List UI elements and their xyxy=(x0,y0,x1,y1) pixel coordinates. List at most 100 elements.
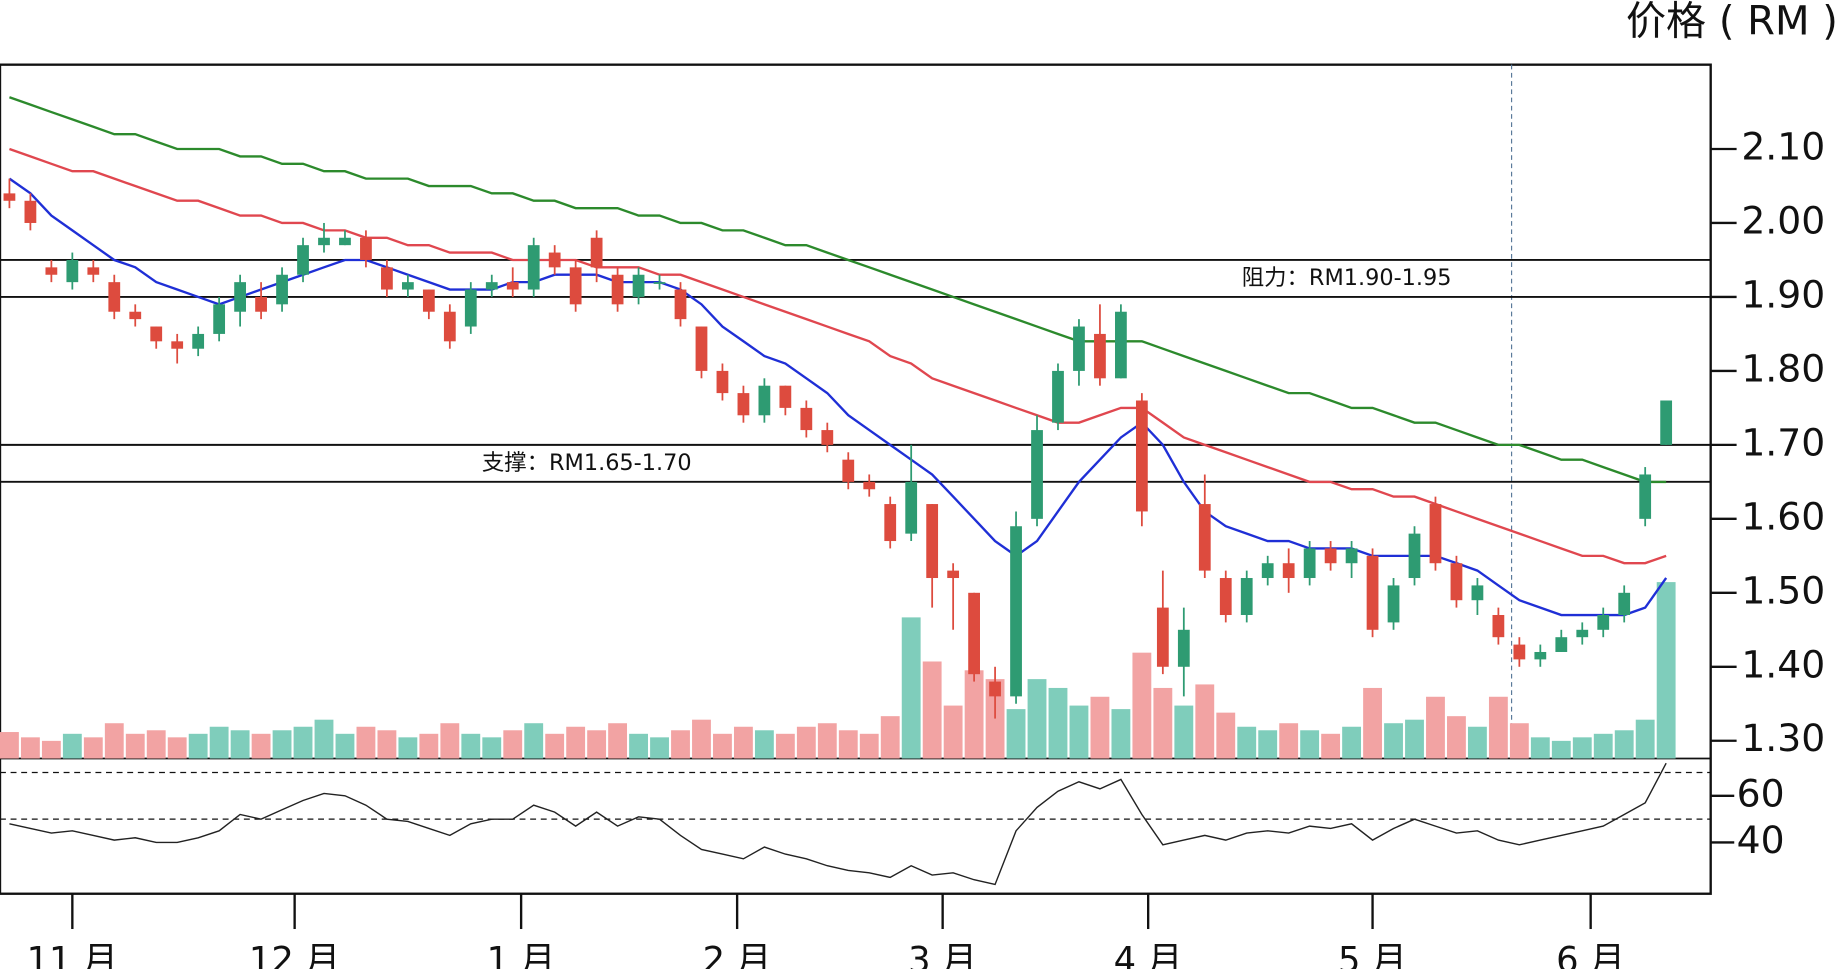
volume-bar xyxy=(1384,723,1403,759)
candle-body xyxy=(758,385,771,416)
candle-body xyxy=(485,282,498,290)
x-tick-label: 6 月 xyxy=(1556,940,1625,969)
volume-bar xyxy=(1237,726,1257,759)
y-tick-label: 1.40 xyxy=(1741,642,1825,686)
annotation: 支撑：RM1.65-1.70 xyxy=(482,450,692,476)
candle-body xyxy=(443,311,456,342)
candle-body xyxy=(1198,504,1211,571)
volume-bar xyxy=(335,733,355,759)
candle-body xyxy=(1576,629,1589,638)
volume-bar xyxy=(775,733,795,759)
volume-bar xyxy=(419,733,439,759)
candle-body xyxy=(1492,615,1505,638)
candle-body xyxy=(234,282,246,312)
volume-bar xyxy=(1530,737,1550,759)
volume-bar xyxy=(1132,652,1152,759)
candle-body xyxy=(129,311,142,320)
volume-bar xyxy=(1174,705,1194,759)
volume-bar xyxy=(1279,723,1299,759)
candle-body xyxy=(800,407,813,431)
volume-bar xyxy=(314,719,334,759)
volume-bar xyxy=(1048,687,1068,759)
candle-body xyxy=(45,267,58,275)
volume-bar xyxy=(629,733,648,759)
volume-bar xyxy=(964,670,984,759)
candle-body xyxy=(1639,474,1652,519)
volume-bar xyxy=(1551,740,1571,759)
x-tick-label: 5 月 xyxy=(1338,940,1407,969)
volume-bar xyxy=(1614,730,1634,759)
candle-body xyxy=(1534,651,1547,660)
candle-body xyxy=(674,289,687,320)
volume-bar xyxy=(922,661,942,759)
volume-bar xyxy=(817,723,837,759)
candle-body xyxy=(1450,563,1463,601)
volume-bar xyxy=(1090,696,1110,759)
volume-bar xyxy=(608,723,628,759)
candle-body xyxy=(947,570,960,579)
volume-bar xyxy=(545,733,565,759)
volume-bar xyxy=(293,726,313,759)
rsi-tick-label: 60 xyxy=(1737,771,1785,815)
volume-bar xyxy=(671,730,690,759)
volume-bar xyxy=(1153,687,1173,759)
candle-body xyxy=(1513,644,1526,660)
rsi-tick-label: 40 xyxy=(1737,818,1785,862)
volume-bar xyxy=(1509,723,1529,759)
volume-bar xyxy=(1321,733,1341,759)
candle-body xyxy=(989,681,1001,697)
moving-average xyxy=(9,147,1667,565)
candle-body xyxy=(360,237,372,260)
candle-body xyxy=(842,459,855,482)
candle-body xyxy=(1261,563,1274,579)
candle-body xyxy=(1429,504,1442,564)
candle-body xyxy=(716,370,729,394)
volume-bar xyxy=(859,733,879,759)
candle-body xyxy=(506,282,519,290)
volume-bar xyxy=(1006,709,1026,759)
volume-bar xyxy=(146,730,166,759)
candle-body xyxy=(1031,430,1043,519)
candle-body xyxy=(1387,585,1400,623)
candle-body xyxy=(464,289,477,327)
volume-bar xyxy=(1572,737,1592,759)
candle-body xyxy=(318,237,330,246)
annotation: 阻力：RM1.90-1.95 xyxy=(1242,265,1452,291)
candle-body xyxy=(1408,533,1421,579)
y-tick-label: 1.50 xyxy=(1741,568,1825,612)
volume-bar xyxy=(1656,582,1676,759)
volume-bar xyxy=(838,730,858,759)
candle-body xyxy=(1345,548,1358,564)
candle-body xyxy=(1282,563,1295,579)
candle-body xyxy=(863,481,876,490)
volume-bar xyxy=(83,737,103,759)
candle-body xyxy=(1660,400,1673,445)
volume-bar xyxy=(1363,687,1382,759)
x-tick-label: 2 月 xyxy=(703,940,772,969)
candle-body xyxy=(1618,592,1631,616)
volume-bar xyxy=(1195,684,1215,759)
candle-body xyxy=(1052,370,1064,423)
candle-body xyxy=(1324,548,1337,564)
volume-bar xyxy=(943,705,963,759)
candle-body xyxy=(1010,526,1022,697)
y-tick-label: 1.80 xyxy=(1741,346,1825,390)
y-tick-label: 2.10 xyxy=(1741,125,1825,169)
candle-body xyxy=(171,341,184,349)
candle-body xyxy=(213,304,226,334)
candle-body xyxy=(632,274,645,297)
y-tick-label: 2.00 xyxy=(1741,198,1825,242)
candle-body xyxy=(884,504,897,542)
x-tick-label: 4 月 xyxy=(1114,940,1183,969)
volume-bar xyxy=(356,726,376,759)
candle-body xyxy=(569,267,582,305)
candle-body xyxy=(1094,333,1106,379)
volume-bar xyxy=(713,733,732,759)
candle-body xyxy=(401,282,414,290)
candle-body xyxy=(3,193,16,201)
volume-bar xyxy=(482,737,502,759)
volume-bar xyxy=(41,740,61,759)
volume-bar xyxy=(587,730,607,759)
candle-body xyxy=(192,333,205,349)
